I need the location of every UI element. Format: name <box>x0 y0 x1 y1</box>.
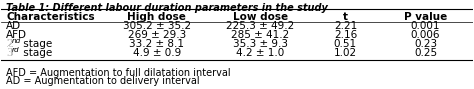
Text: 2: 2 <box>6 39 13 49</box>
Text: 3: 3 <box>6 48 13 58</box>
Text: 0.23: 0.23 <box>414 39 437 49</box>
Text: AD: AD <box>6 21 21 31</box>
Text: 0.25: 0.25 <box>414 48 437 58</box>
Text: AD = Augmentation to delivery interval: AD = Augmentation to delivery interval <box>6 76 200 86</box>
Text: 269 ± 29.3: 269 ± 29.3 <box>128 30 186 40</box>
Text: 305.2 ± 35.2: 305.2 ± 35.2 <box>123 21 191 31</box>
Text: 1.02: 1.02 <box>334 48 357 58</box>
Text: 225.3 ± 49.2: 225.3 ± 49.2 <box>227 21 295 31</box>
Text: stage: stage <box>20 48 52 58</box>
Text: 0.51: 0.51 <box>334 39 357 49</box>
Text: 2.21: 2.21 <box>334 21 357 31</box>
Text: rd: rd <box>12 47 19 53</box>
Text: 0.001: 0.001 <box>411 21 440 31</box>
Text: 2: 2 <box>6 39 13 49</box>
Text: AFD: AFD <box>6 30 27 40</box>
Text: 2.16: 2.16 <box>334 30 357 40</box>
Text: High dose: High dose <box>128 12 186 22</box>
Text: 4.9 ± 0.9: 4.9 ± 0.9 <box>133 48 181 58</box>
Text: 0.006: 0.006 <box>411 30 440 40</box>
Text: 3: 3 <box>6 48 13 58</box>
Text: 285 ± 41.2: 285 ± 41.2 <box>231 30 290 40</box>
Text: t: t <box>343 12 348 22</box>
Text: stage: stage <box>20 39 52 49</box>
Text: Table 1: Different labour duration parameters in the study: Table 1: Different labour duration param… <box>6 3 328 13</box>
Text: 4.2 ± 1.0: 4.2 ± 1.0 <box>237 48 285 58</box>
Text: nd: nd <box>12 38 21 44</box>
Text: P value: P value <box>404 12 447 22</box>
Text: AFD = Augmentation to full dilatation interval: AFD = Augmentation to full dilatation in… <box>6 68 231 78</box>
Text: 33.2 ± 8.1: 33.2 ± 8.1 <box>129 39 184 49</box>
Text: Characteristics: Characteristics <box>6 12 95 22</box>
Text: 35.3 ± 9.3: 35.3 ± 9.3 <box>233 39 288 49</box>
Text: Low dose: Low dose <box>233 12 288 22</box>
